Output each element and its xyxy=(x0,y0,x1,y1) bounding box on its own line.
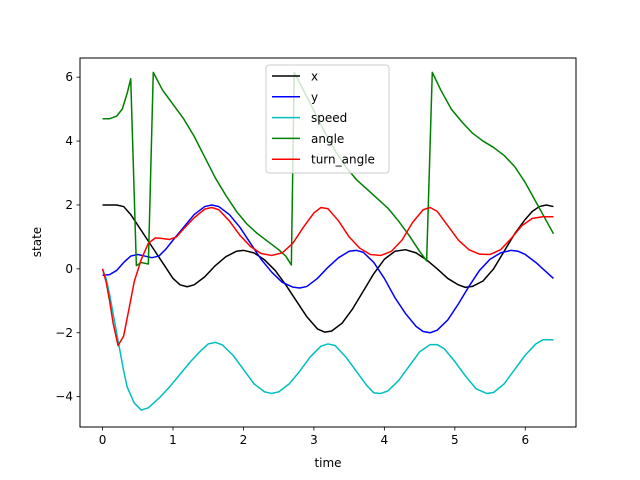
y-tick-label: 6 xyxy=(65,70,73,84)
y-axis-ticks: −4 −2 0 2 4 6 xyxy=(55,70,80,404)
legend-label-speed: speed xyxy=(311,111,347,125)
x-tick-label: 0 xyxy=(99,433,107,447)
legend-label-turn-angle: turn_angle xyxy=(311,153,375,167)
y-tick-label: 4 xyxy=(65,134,73,148)
x-tick-label: 4 xyxy=(381,433,389,447)
series-line-turn-angle xyxy=(101,206,554,347)
x-tick-label: 5 xyxy=(451,433,459,447)
x-tick-label: 6 xyxy=(521,433,529,447)
legend-box xyxy=(265,64,390,174)
series-line-x xyxy=(102,204,554,333)
y-tick-label: −4 xyxy=(55,390,73,404)
series-line-speed xyxy=(101,268,554,411)
legend-label-angle: angle xyxy=(311,132,344,146)
x-tick-label: 3 xyxy=(310,433,318,447)
x-tick-label: 1 xyxy=(169,433,177,447)
y-tick-label: 2 xyxy=(65,198,73,212)
legend: xy speed angle turn_angle xyxy=(265,64,390,174)
plot-frame xyxy=(79,57,577,428)
legend-label-y: y xyxy=(311,90,318,104)
x-axis-label: time xyxy=(314,456,341,470)
y-axis-label: state xyxy=(30,227,44,257)
y-tick-label: 0 xyxy=(65,262,73,276)
y-tick-label: −2 xyxy=(55,326,73,340)
legend-label-x: x xyxy=(311,70,318,84)
x-axis-ticks: 0 1 2 3 4 5 6 xyxy=(99,427,529,447)
series-line-y xyxy=(102,204,554,334)
x-tick-label: 2 xyxy=(240,433,248,447)
